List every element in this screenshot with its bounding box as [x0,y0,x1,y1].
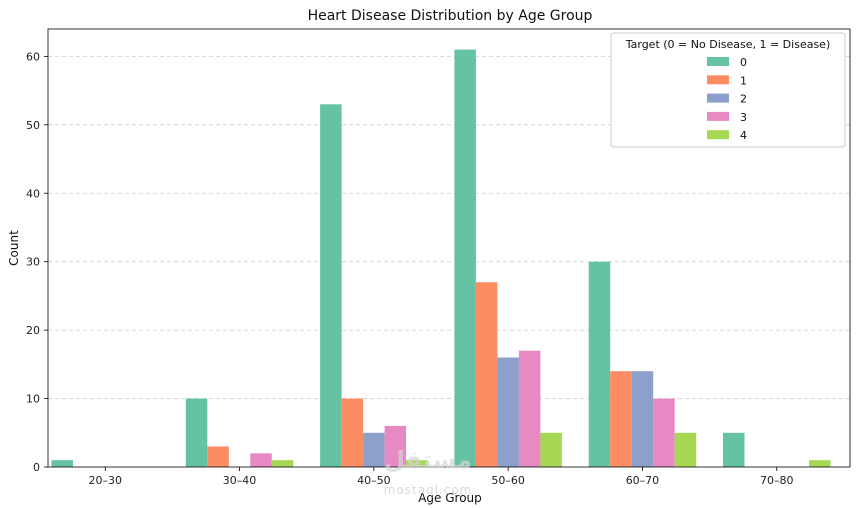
y-tick-label: 60 [26,50,40,63]
bar-4-60–70 [674,432,697,467]
bar-4-50–60 [540,432,562,467]
bar-0-60–70 [588,261,611,467]
y-tick-label: 0 [33,461,40,474]
bar-4-30–40 [271,460,294,467]
bar-0-50–60 [454,49,476,467]
x-tick-label: 60–70 [626,474,660,487]
y-tick-label: 30 [26,256,40,269]
plot-frame [47,28,851,468]
legend-swatch-0 [707,57,729,66]
x-tick-label: 40–50 [357,474,391,487]
legend-label-4: 4 [740,129,747,142]
bar-1-30–40 [207,446,229,467]
legend-swatch-1 [707,75,729,85]
watermark-brand: مستقل [384,446,472,474]
bar-0-20–30 [51,460,73,467]
legend-label-0: 0 [740,56,747,69]
legend-box [610,32,846,148]
chart-title: Heart Disease Distribution by Age Group [308,8,593,24]
bar-1-40–50 [341,398,364,467]
bar-3-40–50 [384,425,407,467]
bar-0-70–80 [723,432,745,467]
x-tick-label: 70–80 [760,474,794,487]
x-tick-label: 30–40 [223,474,257,487]
grid-lines [48,55,850,399]
x-axis-label: Age Group [418,491,482,505]
y-tick-label: 10 [26,393,40,406]
x-axis-ticks: 20–30 30–40 40–50 50–60 60–70 70–80 [89,467,794,487]
y-axis-ticks: 0 10 20 30 40 50 60 [26,50,48,474]
legend-swatch-4 [707,130,729,140]
y-tick-label: 50 [26,119,40,132]
y-tick-label: 40 [26,187,40,200]
bar-0-30–40 [185,398,208,467]
bar-4-40–50 [406,460,428,467]
x-tick-label: 50–60 [491,474,525,487]
bar-0-40–50 [320,104,342,467]
watermark: مستقل mostaql.com [384,446,473,497]
bar-4-70–80 [809,460,831,467]
bar-3-60–70 [653,398,675,467]
bar-1-50–60 [475,282,498,467]
legend-label-3: 3 [740,111,747,124]
legend-title: Target (0 = No Disease, 1 = Disease) [625,38,831,51]
x-tick-label: 20–30 [89,474,123,487]
legend-swatch-3 [707,111,729,121]
y-axis-label: Count [7,230,21,266]
legend-label-2: 2 [740,93,747,106]
legend-items: 0 1 2 3 4 [707,56,747,142]
bar-3-50–60 [518,350,541,467]
bar-1-60–70 [610,371,632,467]
legend-label-1: 1 [740,74,747,87]
legend: Target (0 = No Disease, 1 = Disease) 0 1 2… [610,32,846,148]
bar-2-40–50 [363,432,385,467]
bars-group [51,49,831,467]
watermark-domain: mostaql.com [384,483,473,497]
bar-3-30–40 [250,453,272,467]
bar-2-60–70 [631,371,654,467]
y-tick-label: 20 [26,324,40,337]
legend-swatch-2 [707,93,729,103]
bar-2-50–60 [497,357,519,467]
